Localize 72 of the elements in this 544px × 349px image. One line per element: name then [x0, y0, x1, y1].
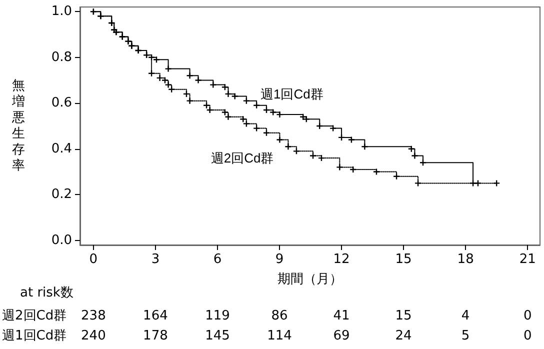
point [232, 93, 238, 100]
text: 238 [81, 308, 106, 324]
point [186, 98, 193, 104]
x-tick-label: 21 [519, 252, 536, 267]
point [348, 136, 354, 143]
text: 0 [523, 308, 532, 324]
text: 164 [143, 308, 168, 324]
point [270, 109, 276, 116]
x-tick-label: 18 [457, 252, 474, 267]
text: 114 [267, 328, 292, 344]
point [474, 180, 481, 186]
x-tick-label: 3 [151, 252, 160, 267]
series-label: 週2回Cd群 [210, 150, 274, 166]
y-axis-title: 無増悪生存率 [11, 78, 25, 174]
point [276, 136, 283, 143]
point [310, 152, 316, 159]
point [243, 120, 250, 127]
point [186, 72, 193, 79]
point [415, 180, 422, 186]
text: 週1回Cd群 [2, 328, 67, 344]
point [254, 125, 260, 132]
text: 0 [523, 328, 532, 344]
point [162, 77, 168, 84]
y-tick-label: 1.0 [51, 4, 72, 20]
text: 145 [205, 328, 230, 344]
point [195, 77, 202, 84]
point [165, 82, 172, 88]
y-tick-label: 0.6 [51, 96, 72, 111]
x-tick-label: 12 [333, 252, 350, 267]
text: 240 [81, 328, 106, 344]
text: 15 [395, 308, 412, 324]
point [470, 180, 476, 186]
text: at risk数 [20, 286, 74, 300]
point [156, 74, 163, 81]
y-tick-label: 0.8 [51, 50, 72, 65]
point [300, 114, 306, 120]
point [394, 173, 400, 180]
y-tick-label: 0.0 [51, 232, 72, 248]
text: 178 [143, 328, 168, 344]
point [293, 148, 300, 154]
point [165, 66, 172, 72]
series-label: 週1回Cd群 [260, 86, 324, 102]
text: 69 [333, 328, 350, 344]
y-tick-label: 0.2 [51, 187, 72, 202]
point [494, 180, 500, 186]
point [373, 168, 380, 175]
point [276, 112, 283, 118]
point [285, 144, 292, 150]
point [330, 125, 336, 132]
point [412, 152, 418, 159]
point [336, 164, 343, 170]
text: 41 [333, 308, 350, 324]
point [225, 90, 232, 97]
text: 週2回Cd群 [2, 308, 67, 324]
point [148, 54, 155, 60]
text: 119 [205, 308, 230, 324]
point [243, 98, 250, 104]
point [222, 109, 228, 116]
y-tick-label: 0.4 [51, 141, 72, 156]
point [225, 114, 232, 120]
x-axis-title: 期間（月） [278, 272, 342, 287]
x-tick-label: 0 [89, 252, 98, 267]
x-tick-label: 9 [275, 252, 284, 267]
point [210, 82, 216, 88]
point [362, 144, 368, 150]
text: 4 [461, 308, 470, 324]
point [206, 106, 213, 113]
text: 5 [461, 328, 470, 344]
x-tick-label: 15 [395, 252, 412, 267]
text: 24 [395, 328, 412, 344]
text: 86 [271, 308, 288, 324]
x-tick-label: 6 [213, 252, 222, 267]
